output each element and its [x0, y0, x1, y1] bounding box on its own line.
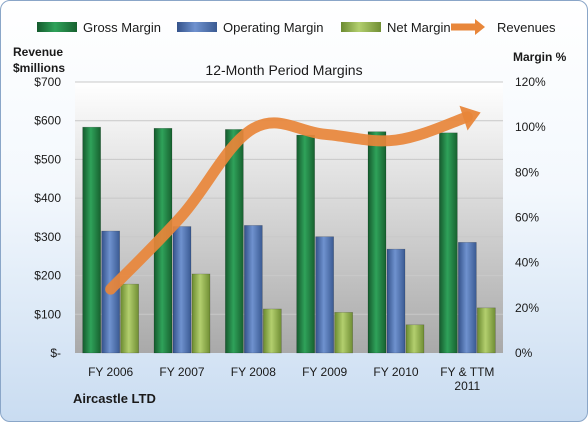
- right-tick-label: 60%: [515, 211, 539, 225]
- left-tick-label: $700: [34, 75, 61, 89]
- right-axis: 0% 20% 40% 60% 80% 100% 120%: [515, 75, 546, 360]
- left-tick-label: $500: [34, 152, 61, 166]
- right-tick-label: 100%: [515, 120, 546, 134]
- right-tick-label: 80%: [515, 165, 539, 179]
- bar-gross-margin: [296, 134, 315, 354]
- left-tick-label: $600: [34, 114, 61, 128]
- bar-net-margin: [477, 307, 496, 354]
- bar-gross-margin: [225, 129, 244, 354]
- left-tick-label: $400: [34, 191, 61, 205]
- revenues-line-path: [105, 111, 473, 295]
- x-tick-label: FY 2008: [231, 365, 276, 379]
- bar-operating-margin: [172, 226, 192, 354]
- left-tick-label: $200: [34, 269, 61, 283]
- bar-operating-margin: [386, 248, 406, 354]
- legend-label: Gross Margin: [83, 20, 161, 35]
- right-axis-label: Margin %: [513, 50, 567, 64]
- legend-swatch: [341, 22, 381, 32]
- right-tick-label: 120%: [515, 75, 546, 89]
- x-axis: FY 2006 FY 2007 FY 2008 FY 2009 FY 2010 FY & …: [88, 365, 494, 393]
- right-tick-label: 0%: [515, 346, 533, 360]
- company-name: Aircastle LTD: [73, 391, 156, 406]
- x-tick-label: FY 2007: [159, 365, 204, 379]
- right-tick-label: 40%: [515, 256, 539, 270]
- left-tick-label: $300: [34, 230, 61, 244]
- chart-title: 12-Month Period Margins: [205, 62, 362, 78]
- legend-swatch: [177, 22, 217, 32]
- legend-label: Net Margin: [387, 20, 451, 35]
- bars: [82, 126, 496, 354]
- left-axis-label-line1: Revenue: [13, 45, 63, 59]
- bar-net-margin: [334, 312, 353, 354]
- bar-operating-margin: [244, 225, 263, 354]
- left-tick-label: $-: [50, 346, 61, 360]
- bar-operating-margin: [315, 236, 334, 354]
- bar-net-margin: [191, 273, 211, 354]
- legend-label: Operating Margin: [223, 20, 323, 35]
- bar-gross-margin: [82, 126, 101, 354]
- revenues-arrowhead: [459, 105, 481, 131]
- bar-net-margin: [120, 283, 139, 354]
- bar-gross-margin: [439, 132, 458, 354]
- bar-gross-margin: [367, 131, 387, 354]
- gridlines: [75, 81, 503, 315]
- legend-swatch: [37, 22, 77, 32]
- bar-net-margin: [405, 324, 425, 354]
- right-tick-label: 20%: [515, 301, 539, 315]
- legend-label: Revenues: [497, 20, 556, 35]
- x-tick-label: FY 2010: [373, 365, 418, 379]
- x-tick-label: FY 2006: [88, 365, 133, 379]
- legend: Gross Margin Operating Margin Net Margin Re…: [37, 19, 556, 35]
- x-tick-label: FY & TTM 2011: [440, 365, 494, 393]
- left-axis-label-line2: $millions: [13, 61, 65, 75]
- left-axis-label: Revenue $millions: [13, 45, 66, 75]
- x-tick-label: FY 2009: [302, 365, 347, 379]
- bar-net-margin: [263, 308, 282, 354]
- bar-operating-margin: [458, 242, 477, 354]
- legend-swatch: [451, 19, 485, 35]
- left-tick-label: $100: [34, 307, 61, 321]
- left-axis: $- $100 $200 $300 $400 $500 $600 $700: [34, 75, 61, 360]
- revenues-line: [105, 105, 481, 295]
